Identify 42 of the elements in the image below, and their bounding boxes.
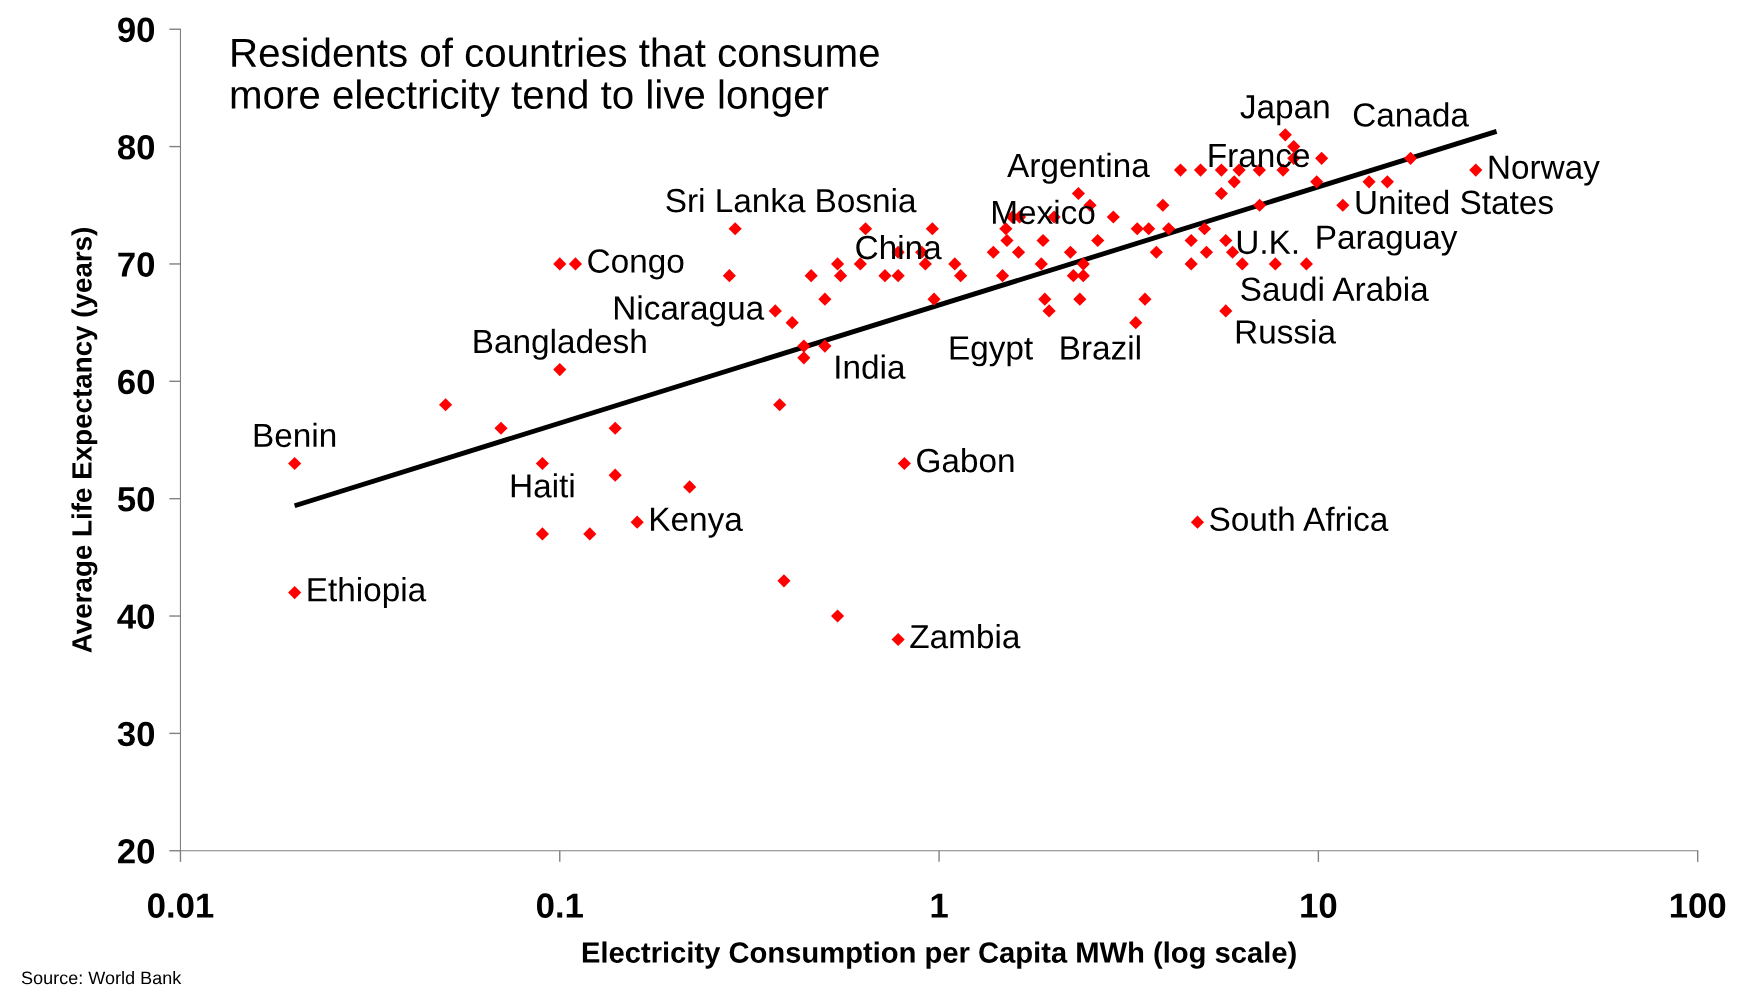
x-tick-label: 0.1 — [537, 893, 583, 918]
annotation: Kenya — [651, 507, 743, 538]
annotation: Argentina — [1007, 152, 1150, 184]
y-tick-label: 80 — [117, 134, 155, 160]
y-tick-label: 60 — [118, 369, 155, 395]
x-tick-label: 0.01 — [148, 893, 214, 918]
y-tick-label: 70 — [118, 252, 155, 277]
annotation: South Africa — [1210, 506, 1389, 532]
annotation: Japan — [1240, 95, 1329, 126]
annotation: Ethiopia — [308, 577, 427, 609]
y-tick-label: 30 — [117, 721, 155, 747]
annotation: China — [856, 234, 942, 260]
annotation: Haiti — [511, 473, 574, 498]
y-tick-label: 40 — [117, 604, 155, 629]
annotation: Brazil — [1061, 335, 1140, 360]
annotation: U.K. — [1237, 230, 1298, 255]
y-tick-label: 20 — [118, 839, 155, 864]
annotation: United States — [1356, 189, 1553, 215]
annotation: Congo — [588, 249, 684, 280]
annotation: Paraguay — [1317, 225, 1458, 256]
annotation: India — [836, 354, 906, 379]
x-axis-title: Electricity Consumption per Capita MWh (log scale) — [582, 941, 1296, 969]
annotation: Gabon — [917, 447, 1014, 473]
annotation: Saudi Arabia — [1241, 276, 1429, 302]
x-tick-label: 10 — [1301, 893, 1337, 918]
annotation: Egypt — [950, 336, 1033, 367]
annotation: Benin — [254, 422, 336, 448]
annotation: Norway — [1489, 155, 1600, 186]
text: Residents of countries that consume more electricity tend to live longer — [231, 37, 879, 117]
y-axis-title: Average Life Expectancy (years) — [71, 228, 98, 653]
annotation: Sri Lanka — [666, 187, 806, 213]
annotation: Russia — [1236, 319, 1336, 344]
annotation: Bosnia — [817, 187, 917, 213]
y-tick-label: 50 — [117, 487, 155, 512]
annotation: Nicaragua — [614, 295, 765, 327]
x-tick-label: 100 — [1670, 893, 1726, 918]
annotation: Zambia — [910, 623, 1021, 649]
x-tick-label: 1 — [931, 893, 948, 918]
annotation: Canada — [1353, 102, 1469, 127]
source-note: Source: World Bank — [21, 971, 182, 985]
y-tick-label: 90 — [118, 17, 155, 43]
annotation: Bangladesh — [474, 328, 646, 360]
